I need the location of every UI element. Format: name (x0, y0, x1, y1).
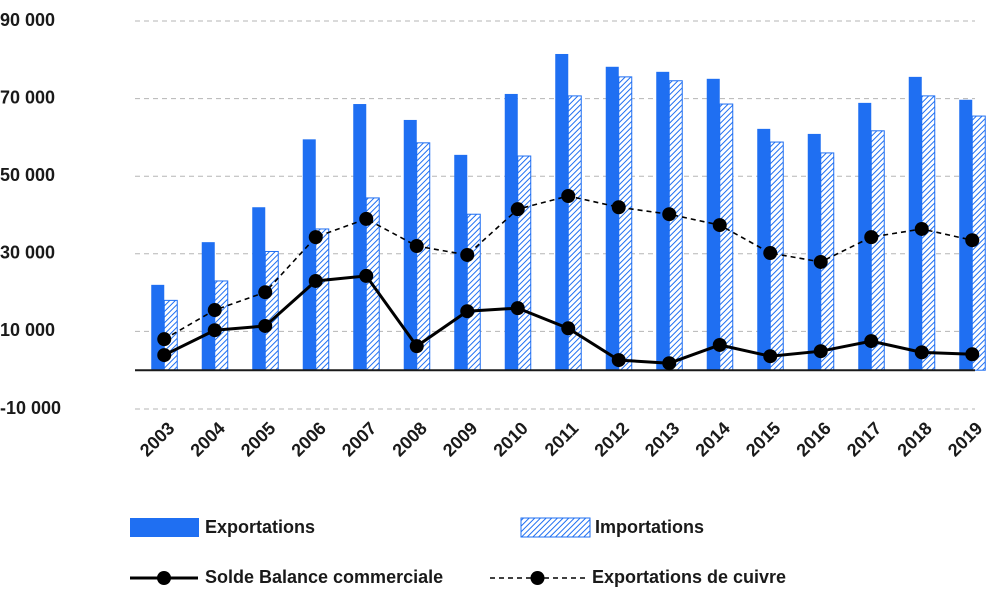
point (207, 303, 222, 318)
bar (668, 80, 683, 371)
point (813, 254, 828, 269)
point (409, 239, 424, 254)
legend-label: Exportations (205, 517, 315, 537)
point (258, 318, 273, 333)
legend-label: Importations (595, 517, 704, 537)
bar (757, 128, 771, 371)
y-tick-label: -10 000 (0, 398, 61, 418)
x-tick-label: 2005 (237, 418, 279, 460)
point (157, 332, 172, 347)
point (409, 339, 424, 354)
point (763, 246, 778, 261)
bar (466, 213, 481, 371)
point (914, 221, 929, 236)
point (712, 218, 727, 233)
point (914, 345, 929, 360)
x-tick-label: 2014 (691, 418, 733, 460)
x-tick-label: 2013 (641, 418, 683, 460)
bar (555, 53, 569, 371)
legend-item: Importations (520, 517, 704, 538)
bar (908, 76, 922, 371)
x-tick-label: 2004 (186, 418, 228, 460)
point (662, 207, 677, 222)
bar (870, 130, 885, 371)
bar (302, 139, 316, 371)
x-tick-label: 2009 (439, 418, 481, 460)
x-tick-label: 2015 (742, 418, 784, 460)
y-tick-label: 10 000 (0, 320, 55, 340)
point (510, 301, 525, 316)
point (662, 356, 677, 371)
y-tick-label: 90 000 (0, 10, 55, 30)
legend-marker (157, 571, 171, 585)
point (611, 353, 626, 368)
point (157, 348, 172, 363)
x-tick-label: 2008 (388, 418, 430, 460)
legend-label: Exportations de cuivre (592, 567, 786, 587)
point (258, 285, 273, 300)
legend-swatch (520, 517, 591, 538)
x-tick-label: 2011 (541, 418, 583, 460)
bar (315, 228, 330, 371)
bar (517, 155, 532, 371)
point (611, 200, 626, 215)
bar (719, 103, 734, 371)
point (359, 268, 374, 283)
x-tick-label: 2018 (893, 418, 935, 460)
bar (353, 104, 367, 371)
point (308, 273, 323, 288)
point (207, 323, 222, 338)
point (359, 211, 374, 226)
x-tick-label: 2006 (287, 418, 329, 460)
point (763, 349, 778, 364)
bar (618, 76, 633, 371)
legend-item: Exportations de cuivre (490, 567, 786, 587)
legend-item: Exportations (130, 517, 315, 537)
point (864, 230, 879, 245)
point (561, 188, 576, 203)
x-tick-label: 2007 (338, 418, 380, 460)
bar (201, 242, 215, 371)
legend-item: Solde Balance commerciale (130, 567, 443, 587)
point (510, 202, 525, 217)
bar (807, 133, 821, 371)
x-tick-label: 2016 (792, 418, 834, 460)
point (561, 321, 576, 336)
y-tick-label: 30 000 (0, 243, 55, 263)
point (460, 304, 475, 319)
y-tick-label: 50 000 (0, 165, 55, 185)
point (965, 233, 980, 248)
bar (416, 142, 431, 371)
point (308, 230, 323, 245)
bar (264, 250, 279, 371)
legend-label: Solde Balance commerciale (205, 567, 443, 587)
legend-marker (530, 571, 545, 585)
bar (605, 66, 619, 371)
point (712, 337, 727, 352)
x-tick-label: 2019 (944, 418, 986, 460)
bar (656, 71, 670, 371)
bar (151, 284, 165, 371)
point (864, 334, 879, 349)
legend-swatch (130, 518, 199, 537)
x-tick-label: 2017 (843, 418, 885, 460)
x-tick-label: 2012 (590, 418, 632, 460)
y-tick-label: 70 000 (0, 87, 55, 107)
bar (959, 99, 973, 371)
point (460, 247, 475, 262)
x-tick-label: 2010 (489, 418, 531, 460)
x-tick-label: 2003 (136, 418, 178, 460)
point (965, 347, 980, 362)
bar (504, 93, 518, 371)
bar (454, 154, 468, 371)
point (813, 344, 828, 359)
